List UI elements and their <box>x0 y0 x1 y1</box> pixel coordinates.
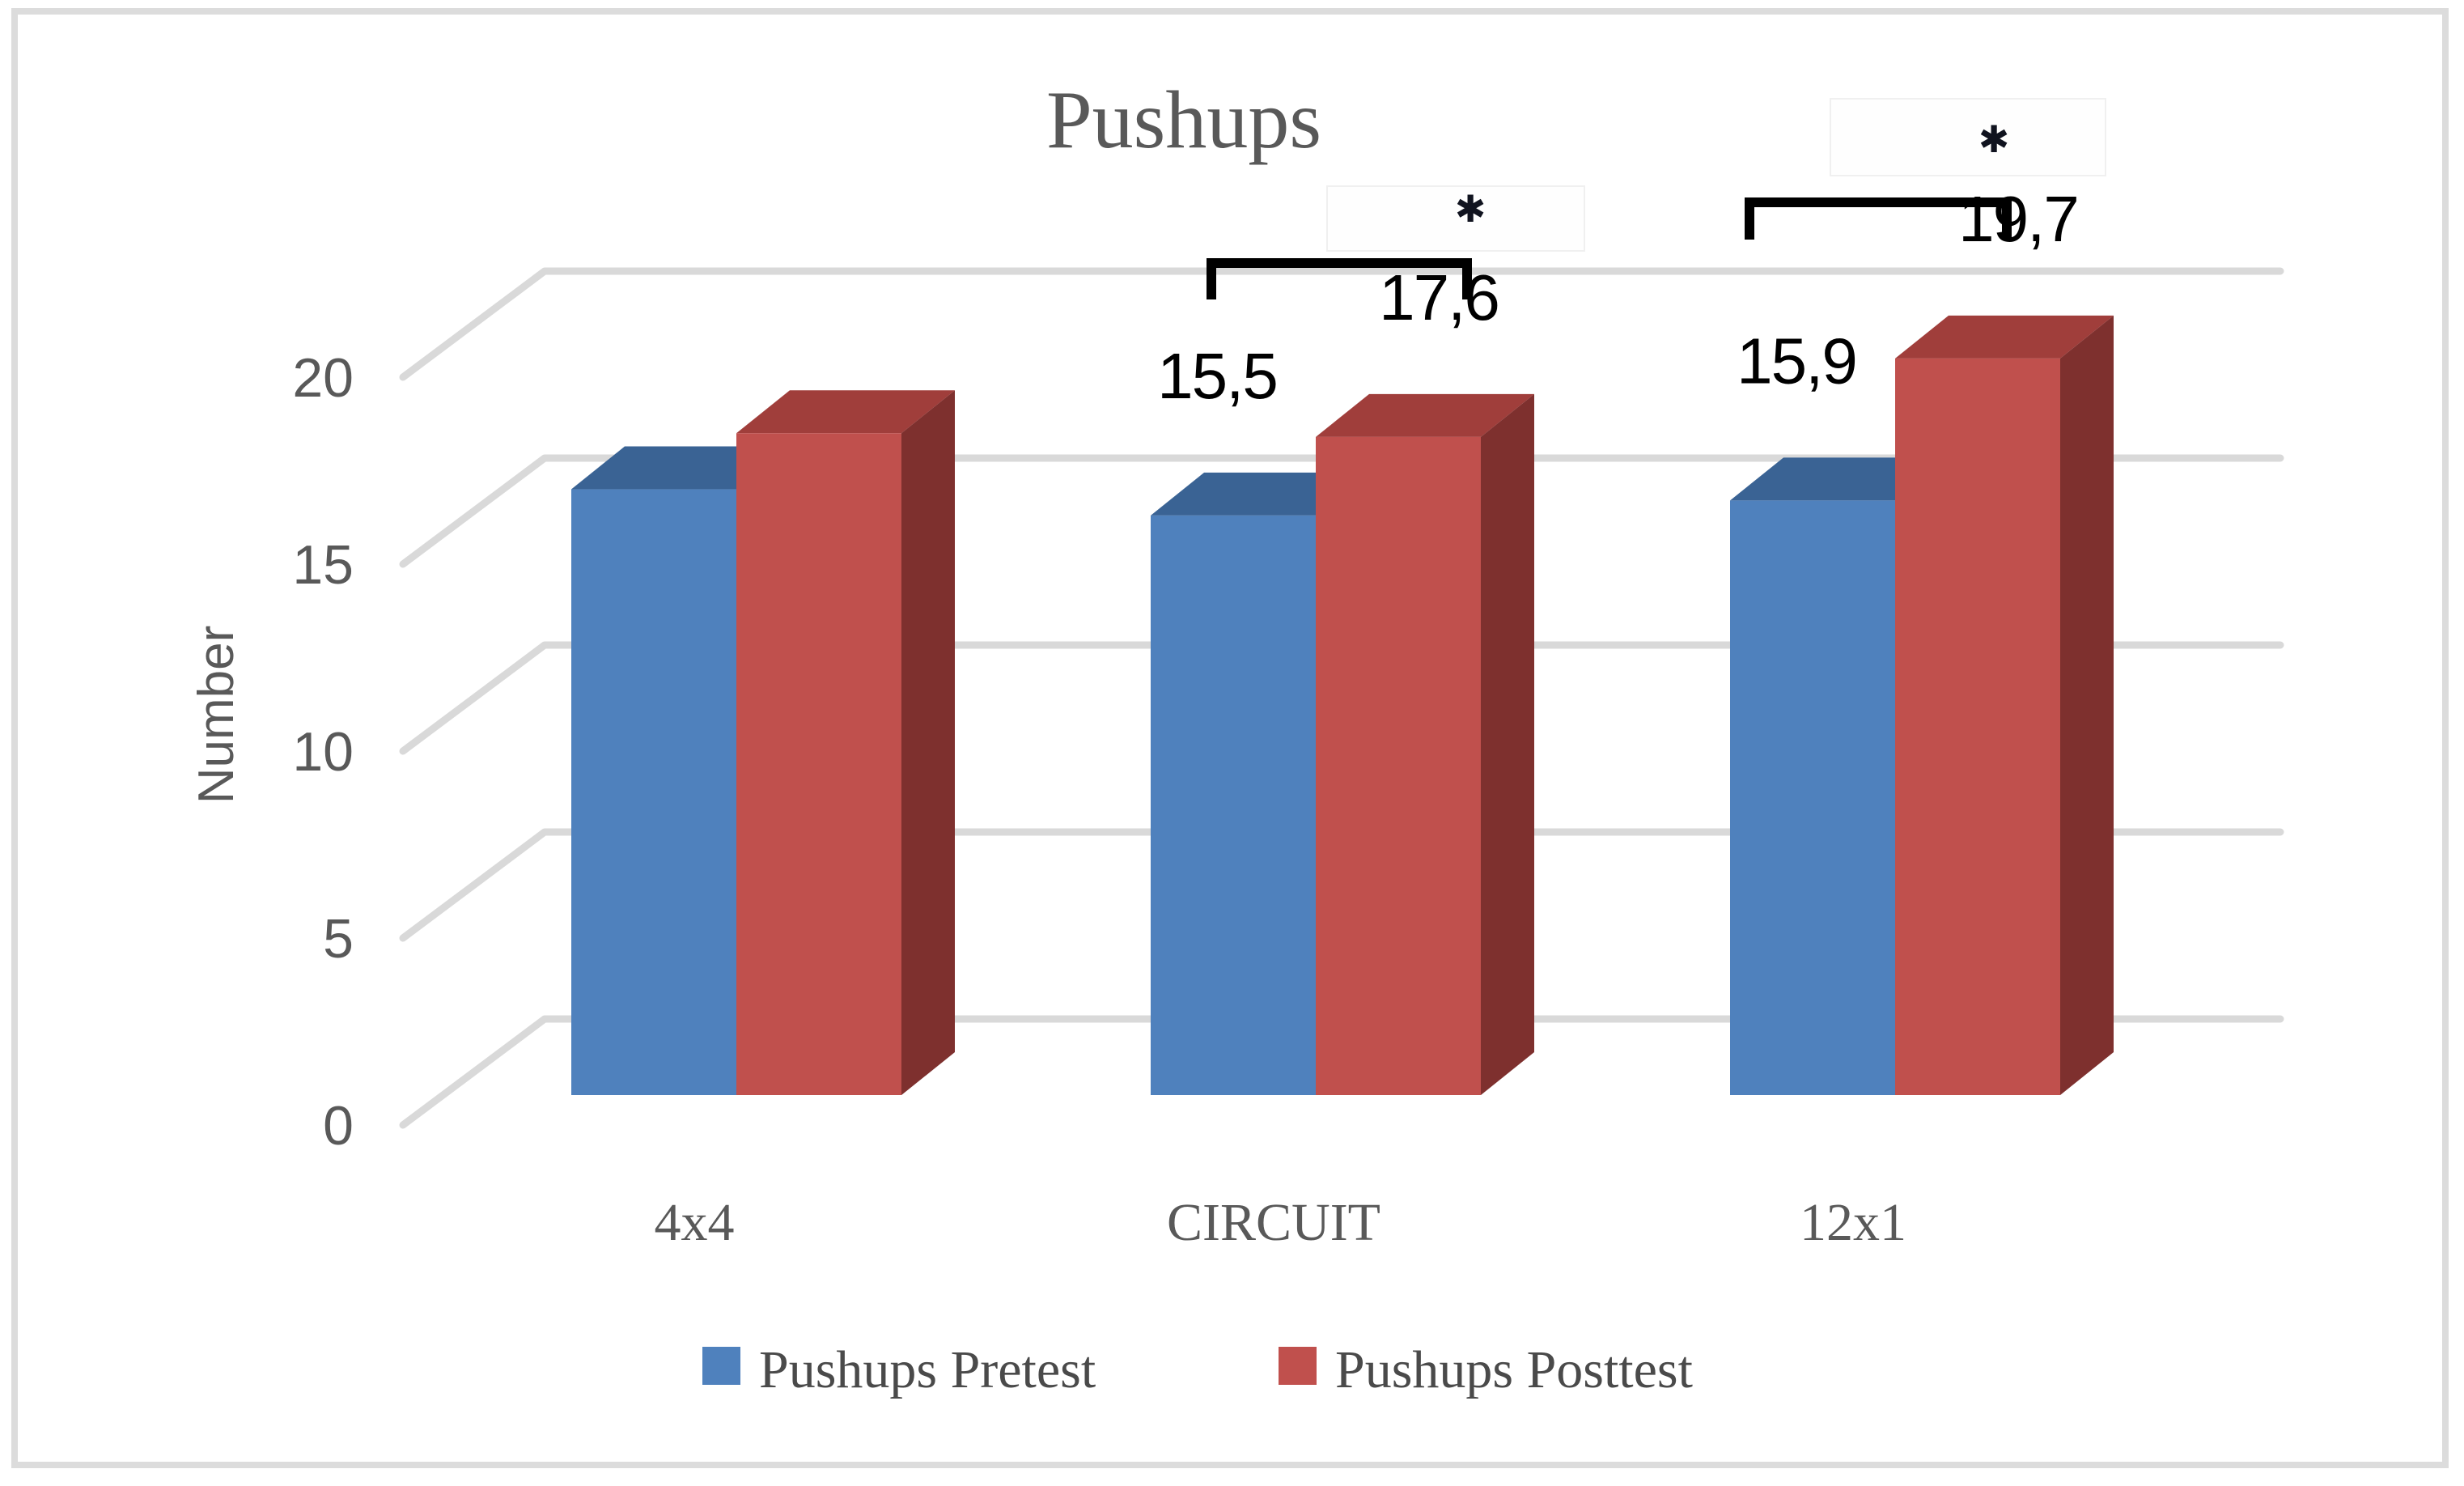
bar-front-face <box>1730 500 1895 1095</box>
gridline-20 <box>399 267 2284 381</box>
legend-swatch-pushups-pretest <box>702 1347 740 1385</box>
bar-top-face <box>1151 472 1369 516</box>
bar-front-face <box>736 433 901 1095</box>
bar-series <box>571 315 2114 1095</box>
category-label-12x1: 12x1 <box>1800 1193 1906 1252</box>
bar-front-face <box>1316 436 1481 1095</box>
data-label-pushups-posttest-12x1: 19,7 <box>1958 183 2078 255</box>
legend-label-pushups-posttest: Pushups Posttest <box>1335 1340 1693 1399</box>
gridlines <box>399 267 2284 1129</box>
y-axis-title: Number <box>189 626 244 805</box>
bar-top-face <box>1316 393 1534 437</box>
bar-side-face <box>2060 315 2114 1095</box>
bar-front-face <box>571 489 736 1095</box>
y-tick-label-0: 0 <box>323 1095 354 1157</box>
y-axis-tick-labels: 0 5 10 15 20 <box>292 347 354 1157</box>
significance-bracket-12x1 <box>1745 197 2012 240</box>
y-tick-label-10: 10 <box>292 721 354 783</box>
y-tick-label-5: 5 <box>323 908 354 970</box>
annotation-background-circuit <box>1326 185 1585 252</box>
gridline-10 <box>399 641 2284 755</box>
legend-label-pushups-pretest: Pushups Pretest <box>759 1340 1096 1399</box>
significance-asterisk-circuit: ✱ <box>1455 188 1486 230</box>
significance-annotations: ✱✱ <box>1207 98 2106 299</box>
gridline-5 <box>399 828 2284 942</box>
chart-title: Pushups <box>1046 74 1321 166</box>
bar-pushups-posttest-circuit <box>1316 393 1534 1095</box>
data-label-pushups-posttest-circuit: 17,6 <box>1379 261 1499 333</box>
bar-top-face <box>736 390 955 434</box>
bar-top-face <box>1730 457 1949 501</box>
category-label-4x4: 4x4 <box>655 1193 735 1252</box>
category-label-circuit: CIRCUIT <box>1167 1193 1380 1252</box>
significance-bracket-circuit <box>1207 258 1472 299</box>
data-labels: 15,5 17,6 15,9 19,7 <box>1157 183 2080 412</box>
bar-top-face <box>571 446 790 490</box>
bar-side-face <box>901 390 955 1095</box>
bar-side-face <box>1481 393 1534 1095</box>
x-axis-category-labels: 4x4 CIRCUIT 12x1 <box>655 1193 1907 1252</box>
bar-front-face <box>1895 358 2060 1095</box>
data-label-pushups-pretest-12x1: 15,9 <box>1737 325 1856 397</box>
annotation-background-12x1 <box>1830 98 2106 176</box>
bar-pushups-posttest-4x4 <box>736 390 955 1095</box>
bar-top-face <box>1895 315 2114 359</box>
legend-swatch-pushups-posttest <box>1279 1347 1317 1385</box>
gridline-15 <box>399 454 2284 568</box>
significance-asterisk-12x1: ✱ <box>1978 118 2010 160</box>
y-tick-label-20: 20 <box>292 347 354 409</box>
y-tick-label-15: 15 <box>292 534 354 596</box>
gridline-0 <box>399 1015 2284 1129</box>
bar-front-face <box>1151 515 1316 1095</box>
data-label-pushups-pretest-circuit: 15,5 <box>1157 340 1277 412</box>
bar-pushups-posttest-12x1 <box>1895 315 2114 1095</box>
legend: Pushups Pretest Pushups Posttest <box>702 1340 1693 1399</box>
